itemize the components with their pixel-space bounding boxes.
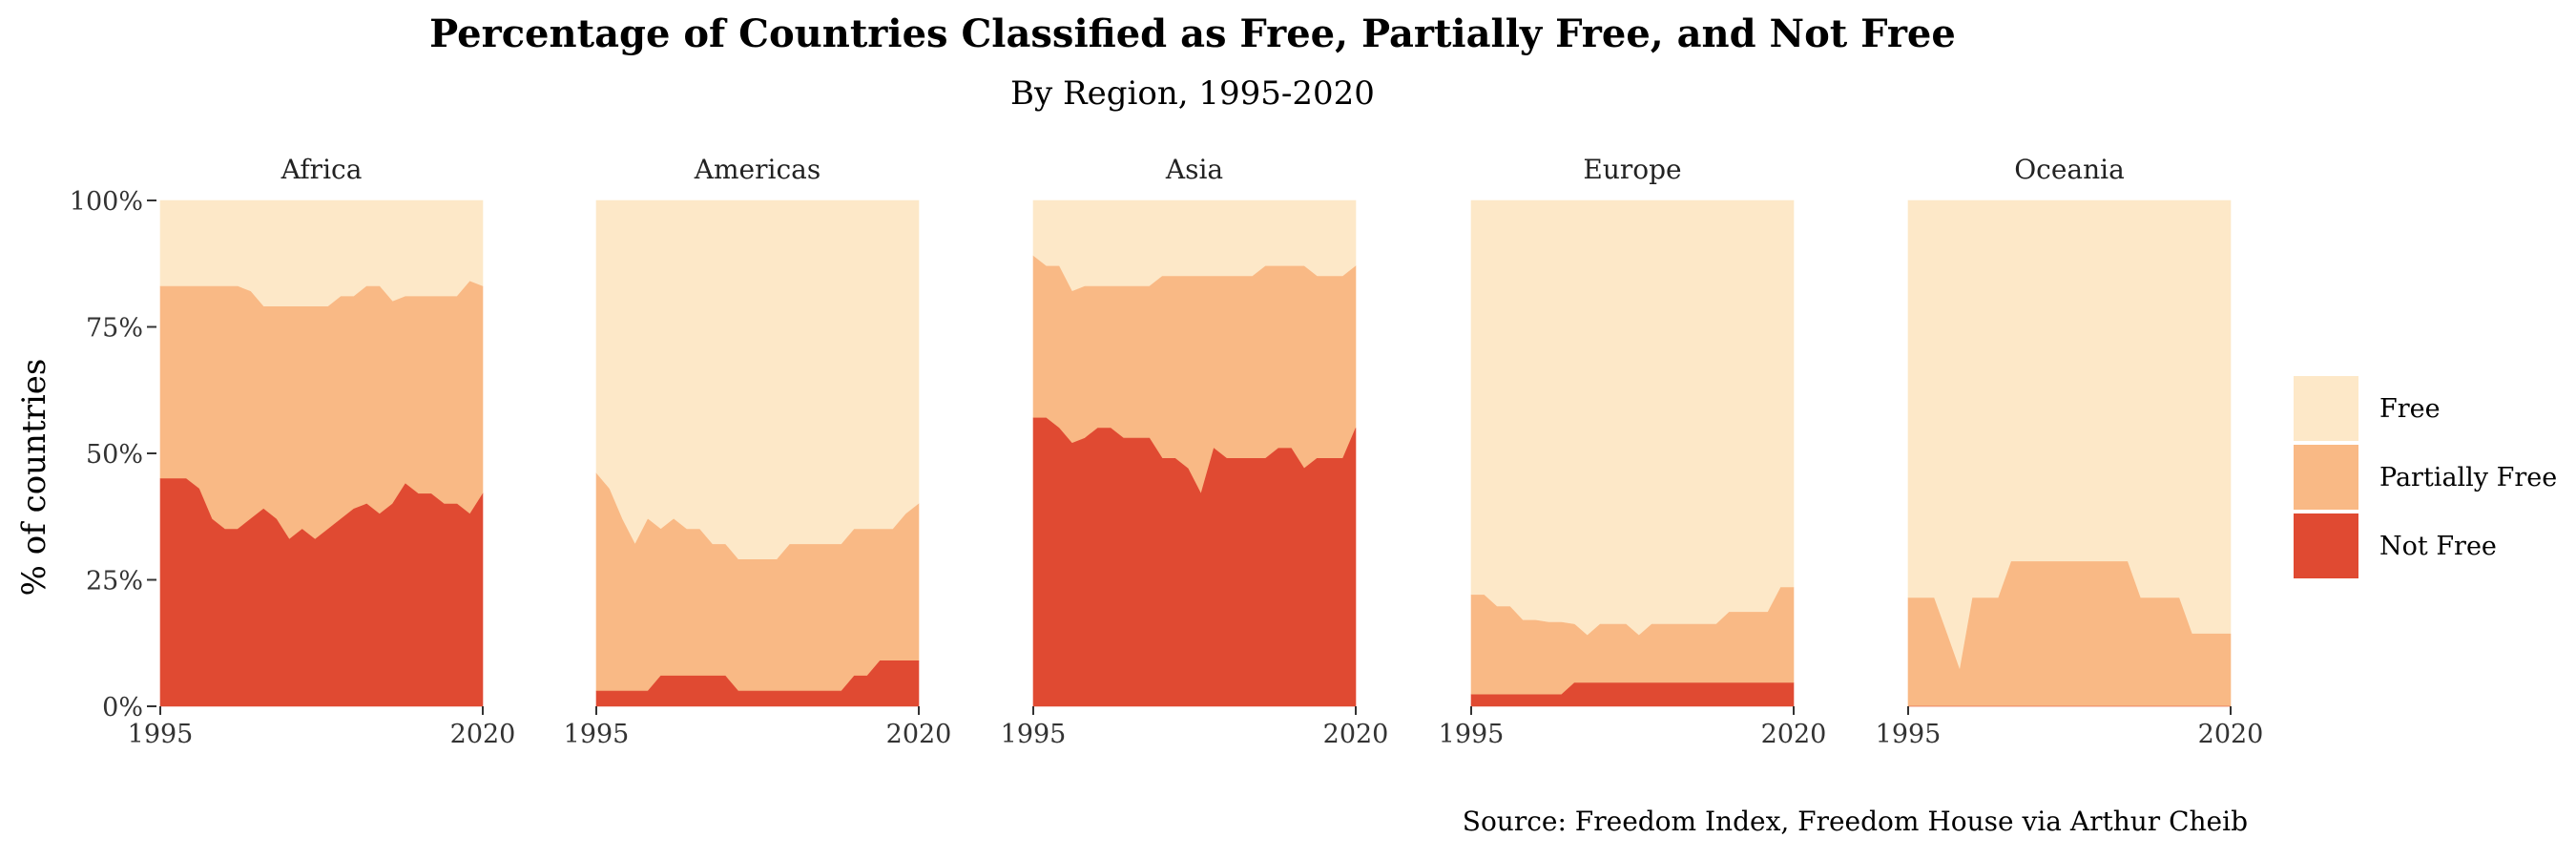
y-tick-label: 50%	[86, 440, 143, 470]
facet-label-europe: Europe	[1583, 154, 1681, 185]
facet-label-americas: Americas	[694, 154, 821, 185]
legend-swatch-free	[2294, 376, 2358, 441]
x-tick-label: 2020	[2198, 720, 2264, 749]
facet-label-asia: Asia	[1165, 154, 1223, 185]
y-tick-label: 100%	[70, 187, 143, 217]
y-tick-label: 0%	[102, 693, 143, 723]
chart-subtitle: By Region, 1995-2020	[1010, 74, 1375, 113]
legend-label-not-free: Not Free	[2379, 531, 2497, 561]
x-tick-label: 2020	[1761, 720, 1827, 749]
y-tick-label: 25%	[86, 567, 143, 597]
x-tick-label: 1995	[1001, 720, 1067, 749]
chart-caption: Source: Freedom Index, Freedom House via…	[1462, 806, 2248, 837]
area-free-europe	[1470, 199, 1795, 637]
x-tick-label: 2020	[886, 720, 952, 749]
area-free-americas	[595, 199, 920, 560]
x-tick-label: 1995	[1439, 720, 1505, 749]
x-tick-label: 1995	[128, 720, 194, 749]
x-tick-label: 1995	[1876, 720, 1942, 749]
legend-label-partially-free: Partially Free	[2379, 462, 2558, 492]
x-tick-label: 1995	[564, 720, 630, 749]
legend-item-not-free: Not Free	[2294, 512, 2557, 580]
y-tick-label: 75%	[86, 314, 143, 344]
x-tick-label: 2020	[1323, 720, 1389, 749]
legend-item-partially-free: Partially Free	[2294, 443, 2557, 512]
chart-plot-area: 0% 25% 50% 75% 100% Africa 1995 2020 Americas 199…	[70, 154, 2264, 749]
legend-swatch-not-free	[2294, 513, 2358, 578]
legend-label-free: Free	[2379, 393, 2441, 424]
facet-label-africa: Africa	[280, 154, 363, 185]
facet-label-oceania: Oceania	[2014, 154, 2125, 185]
chart-title: Percentage of Countries Classified as Fr…	[429, 11, 1956, 56]
legend-item-free: Free	[2294, 374, 2557, 443]
legend-swatch-partially-free	[2294, 445, 2358, 510]
x-tick-label: 2020	[450, 720, 516, 749]
chart-legend: Free Partially Free Not Free	[2294, 374, 2557, 580]
